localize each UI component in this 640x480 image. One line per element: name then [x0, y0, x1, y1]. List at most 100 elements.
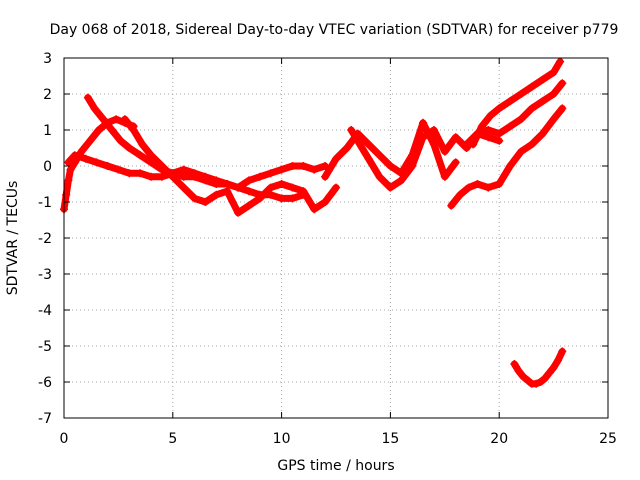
data-point	[495, 136, 504, 145]
data-point	[451, 158, 460, 167]
data-point	[538, 75, 547, 84]
x-tick-label: 10	[273, 431, 291, 447]
data-point	[244, 176, 253, 185]
y-tick-label: 2	[43, 87, 52, 103]
data-point	[364, 140, 373, 149]
data-point	[464, 183, 473, 192]
data-point	[519, 372, 528, 381]
data-point	[147, 172, 156, 181]
data-point	[223, 180, 232, 188]
data-point	[116, 136, 125, 145]
data-point	[288, 162, 297, 170]
data-point	[138, 140, 147, 149]
data-point	[103, 162, 112, 170]
data-point	[70, 151, 79, 160]
data-point	[288, 183, 297, 192]
data-points	[60, 57, 567, 388]
data-point	[179, 172, 188, 181]
y-tick-label: -7	[38, 411, 52, 427]
data-point	[473, 129, 482, 138]
data-point	[125, 144, 134, 152]
series-track-c	[64, 151, 330, 192]
data-point	[447, 201, 456, 210]
data-point	[484, 126, 493, 134]
data-point	[277, 165, 286, 174]
data-point	[558, 79, 567, 88]
data-point	[190, 194, 199, 203]
data-point	[549, 115, 558, 124]
data-point	[201, 172, 210, 181]
data-point	[81, 154, 90, 163]
data-point	[255, 194, 264, 203]
data-point	[549, 90, 558, 98]
data-point	[495, 104, 504, 113]
data-point	[147, 151, 156, 160]
data-point	[532, 379, 541, 388]
data-point	[536, 378, 545, 386]
data-point	[244, 187, 253, 196]
data-point	[112, 115, 121, 124]
data-point	[64, 158, 73, 167]
data-point	[495, 129, 504, 138]
data-point	[527, 104, 536, 113]
data-point	[94, 126, 103, 134]
data-point	[429, 140, 438, 149]
y-tick-label: -6	[38, 375, 52, 391]
data-point	[223, 187, 232, 196]
data-point	[266, 169, 275, 178]
data-point	[83, 93, 92, 102]
data-point	[506, 97, 515, 106]
series-track-i	[462, 79, 567, 149]
data-point	[516, 115, 525, 124]
data-point	[440, 172, 449, 181]
data-point	[440, 147, 449, 156]
data-point	[201, 198, 210, 206]
data-point	[386, 162, 395, 170]
y-tick-label: 3	[43, 51, 52, 67]
series-track-j	[510, 347, 567, 388]
data-point	[277, 180, 286, 188]
data-point	[540, 374, 549, 383]
data-point	[510, 360, 519, 368]
data-point	[484, 183, 493, 192]
data-point	[347, 126, 356, 134]
series-band	[84, 94, 307, 202]
series-track-d	[120, 115, 340, 217]
data-point	[484, 133, 493, 142]
data-point	[556, 57, 565, 66]
data-point	[234, 208, 243, 217]
chart-title: Day 068 of 2018, Sidereal Day-to-day VTE…	[50, 22, 619, 38]
data-point	[429, 126, 438, 134]
grid	[64, 58, 608, 418]
data-point	[212, 176, 221, 185]
data-point	[495, 180, 504, 188]
x-tick-label: 5	[168, 431, 177, 447]
data-point	[419, 133, 428, 142]
data-point	[288, 194, 297, 203]
y-tick-label: -4	[38, 303, 52, 319]
data-point	[120, 115, 129, 124]
data-point	[332, 183, 340, 192]
data-point	[129, 126, 138, 134]
data-point	[545, 369, 554, 377]
data-point	[538, 97, 547, 106]
y-tick-label: -3	[38, 267, 52, 283]
data-point	[310, 165, 319, 174]
y-tick-label: -2	[38, 231, 52, 247]
data-point	[114, 165, 123, 174]
series-track-h	[469, 57, 565, 149]
data-point	[332, 154, 340, 163]
series-band	[447, 104, 566, 210]
data-point	[107, 126, 116, 134]
data-point	[506, 122, 515, 131]
data-point	[64, 176, 73, 185]
data-point	[86, 136, 95, 145]
series-track-g	[447, 104, 567, 210]
data-point	[99, 115, 108, 124]
series-band	[463, 79, 566, 148]
x-tick-label: 25	[599, 431, 617, 447]
data-point	[234, 183, 243, 192]
data-point	[473, 180, 482, 188]
data-point	[321, 198, 330, 206]
